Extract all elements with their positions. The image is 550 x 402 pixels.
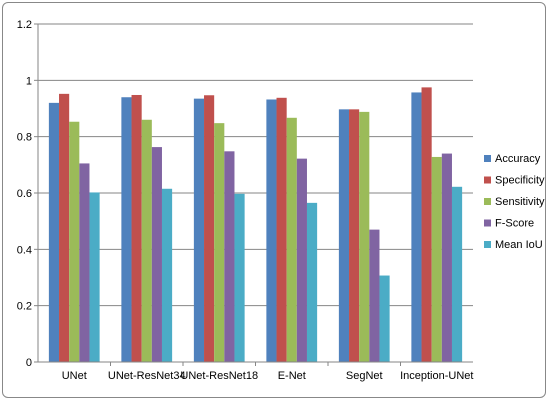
x-tick-label: UNet-ResNet18 [180, 370, 258, 382]
bar-mean-iou-unet-resnet18 [234, 193, 245, 362]
axes [37, 24, 473, 363]
bar-specificity-unet-resnet18 [204, 95, 215, 363]
legend-label-accuracy: Accuracy [495, 153, 541, 165]
bar-mean-iou-segnet [379, 275, 390, 362]
bar-sensitivity-unet-resnet18 [214, 123, 225, 362]
bar-chart: 0 0.2 0.4 0.6 0.8 1 1.2 UNet UNet-ResNet34UNet-… [17, 19, 545, 382]
legend-swatch-specificity [484, 176, 491, 184]
bar-f-score-unet-resnet34 [151, 147, 162, 362]
bar-sensitivity-unet [69, 121, 80, 362]
y-tick-label: 1.2 [17, 19, 32, 31]
bar-f-score-inception-unet [441, 153, 452, 362]
legend-swatch-f-score [484, 219, 491, 227]
legend-label-sensitivity: Sensitivity [495, 196, 545, 208]
bars [48, 87, 463, 363]
bar-mean-iou-unet [89, 192, 100, 362]
bar-specificity-unet-resnet34 [131, 94, 142, 362]
bar-mean-iou-e-net [306, 202, 318, 362]
legend-swatch-accuracy [484, 155, 491, 162]
x-tick-label: UNet [62, 370, 87, 382]
y-tick-label: 1 [26, 75, 32, 87]
x-tick-label: E-Net [278, 370, 306, 382]
bar-sensitivity-unet-resnet34 [141, 119, 152, 363]
y-tick-label: 0.2 [17, 301, 32, 313]
legend-label-specificity: Specificity [495, 175, 545, 187]
bar-accuracy-unet [48, 102, 60, 362]
bar-f-score-segnet [369, 229, 380, 362]
bar-sensitivity-segnet [359, 111, 370, 362]
x-tick-label: UNet-ResNet34 [108, 370, 186, 382]
legend-label-mean-iou: Mean IoU [495, 239, 543, 251]
y-tick-labels: 0 0.2 0.4 0.6 0.8 1 1.2 [17, 19, 32, 369]
bar-specificity-unet [59, 93, 70, 362]
gridlines [34, 23, 473, 366]
chart-frame: 0 0.2 0.4 0.6 0.8 1 1.2 UNet UNet-ResNet34 UNet-… [2, 2, 546, 398]
y-tick-label: 0.4 [17, 244, 32, 256]
bar-f-score-unet [79, 163, 90, 362]
legend-swatch-sensitivity [484, 198, 491, 205]
y-tick-label: 0.6 [17, 188, 32, 200]
bar-mean-iou-unet-resnet34 [161, 188, 173, 362]
legend-swatch-mean-iou [484, 241, 491, 248]
x-tick-label: SegNet [346, 370, 383, 382]
bar-mean-iou-inception-unet [451, 186, 463, 362]
bar-specificity-segnet [349, 109, 360, 362]
bar-accuracy-inception-unet [411, 92, 422, 362]
legend: Accuracy Specificity Sensitivity F-Score Mea… [484, 153, 545, 251]
y-tick-label: 0 [26, 357, 32, 369]
bar-f-score-e-net [296, 158, 307, 362]
bar-f-score-unet-resnet18 [224, 151, 235, 362]
y-tick-label: 0.8 [17, 132, 32, 144]
x-tick-label: Inception-UNet [400, 370, 473, 382]
bar-accuracy-unet-resnet18 [193, 98, 205, 363]
bar-accuracy-segnet [338, 109, 350, 362]
bar-specificity-e-net [276, 97, 287, 363]
bar-sensitivity-inception-unet [431, 156, 442, 362]
bar-accuracy-e-net [266, 99, 277, 362]
legend-label-f-score: F-Score [495, 218, 534, 230]
bar-sensitivity-e-net [286, 117, 297, 362]
bar-specificity-inception-unet [421, 87, 432, 362]
bar-accuracy-unet-resnet34 [121, 97, 132, 362]
